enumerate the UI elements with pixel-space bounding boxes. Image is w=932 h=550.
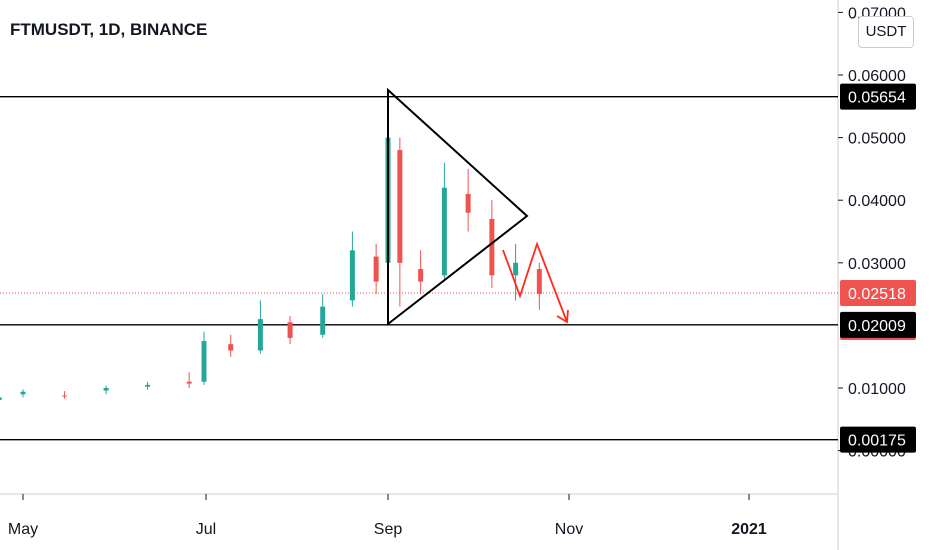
- level-tag-mid: 0.02009: [840, 311, 916, 338]
- x-tick-label: May: [8, 521, 38, 538]
- candle-body: [186, 381, 192, 384]
- symbol-title: FTMUSDT, 1D, BINANCE: [10, 20, 208, 39]
- candle-body: [489, 218, 495, 276]
- candle-body: [465, 193, 471, 213]
- candle-body: [257, 319, 263, 351]
- candle-body: [320, 306, 326, 335]
- candle-body: [513, 262, 519, 276]
- candle-body: [536, 269, 542, 295]
- candle-body: [418, 269, 424, 282]
- level-tag-mid-bg: [840, 311, 916, 338]
- y-tick-label: 0.04000: [848, 193, 906, 210]
- candle-body: [0, 397, 2, 400]
- y-tick-label: 0.01000: [848, 381, 906, 398]
- last-price-tag-bg: [840, 279, 916, 306]
- candle-body: [441, 187, 447, 276]
- triangle-drawing[interactable]: [387, 87, 529, 327]
- y-tick-label: 0.06000: [848, 68, 906, 85]
- level-tag-high: 0.05654: [840, 83, 916, 110]
- candle-body: [201, 341, 207, 382]
- candle-body: [397, 150, 403, 263]
- level-tag-low-bg: [840, 426, 916, 453]
- currency-button[interactable]: USDT: [858, 16, 914, 48]
- candle-body: [145, 384, 151, 387]
- y-tick-label: 0.05000: [848, 131, 906, 148]
- zigzag-arrowhead: [556, 309, 569, 324]
- level-tag-mid-text: 0.02009: [848, 318, 906, 335]
- candle-body: [287, 322, 293, 338]
- last-price-tag-text: 0.02518: [848, 286, 906, 303]
- level-tag-high-bg: [840, 83, 916, 110]
- y-tick-label: 0.03000: [848, 256, 906, 273]
- x-tick-label: Jul: [196, 521, 216, 538]
- level-tag-low: 0.00175: [840, 426, 916, 453]
- candle-body: [20, 391, 26, 395]
- candle-body: [62, 395, 68, 397]
- level-tag-high-text: 0.05654: [848, 90, 906, 107]
- x-tick-label: Sep: [374, 521, 403, 538]
- candle-body: [103, 388, 109, 391]
- x-tick-label: Nov: [555, 521, 583, 538]
- candle-body: [373, 256, 379, 282]
- x-tick-label: 2021: [731, 521, 767, 538]
- candle-body: [228, 344, 234, 351]
- candles-group: [0, 100, 542, 400]
- candle-body: [349, 250, 355, 301]
- level-tag-low-text: 0.00175: [848, 433, 906, 450]
- last-price-tag: 0.02518: [840, 279, 916, 306]
- zigzag-arrow[interactable]: [502, 241, 568, 323]
